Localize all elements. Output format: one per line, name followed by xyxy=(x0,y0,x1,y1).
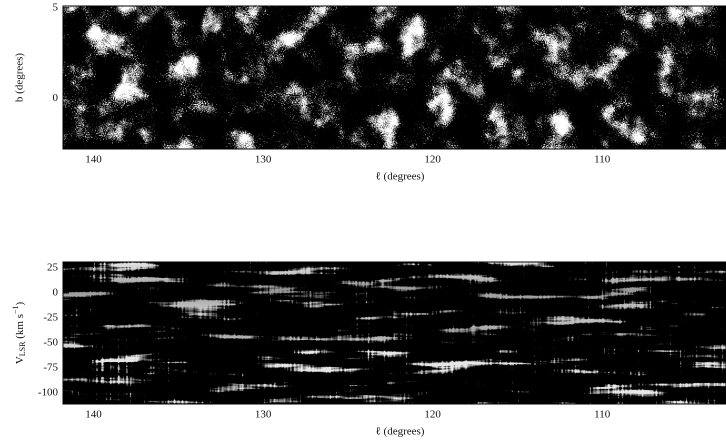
y-axis-label: b (degrees) xyxy=(14,53,26,103)
panel: 140 130 120 110 25 0 -25 -50 -75 -100 ℓ (degrees) V… xyxy=(11,261,726,438)
y-tick-label: 0 xyxy=(53,287,59,299)
x-tick-label: 120 xyxy=(424,154,441,166)
y-axis-label: VLSR (km s−1) xyxy=(11,302,27,365)
map-image xyxy=(63,6,726,149)
panel: 140 130 120 110 0 5 ℓ (degrees) b (degrees) xyxy=(14,1,726,183)
y-axis-label-part: LSR xyxy=(18,341,27,356)
frame xyxy=(62,261,726,405)
y-tick-label: 0 xyxy=(53,92,59,104)
x-axis-label: ℓ (degrees) xyxy=(376,171,425,183)
x-tick-label: 130 xyxy=(255,154,272,166)
y-tick-label: -100 xyxy=(38,387,59,399)
x-tick-label: 140 xyxy=(85,409,102,421)
y-tick-label: -50 xyxy=(43,337,58,349)
x-tick-label: 140 xyxy=(85,154,102,166)
x-axis-label: ℓ (degrees) xyxy=(376,426,425,438)
x-tick-label: 110 xyxy=(594,409,611,421)
y-tick-label: 25 xyxy=(47,262,59,274)
y-axis-label-part: −1 xyxy=(11,306,20,315)
y-tick-label: -75 xyxy=(43,362,58,374)
x-tick-label: 120 xyxy=(424,409,441,421)
y-axis-label-part: V xyxy=(14,356,26,364)
x-tick-label: 110 xyxy=(594,154,611,166)
x-tick-label: 130 xyxy=(255,409,272,421)
map-image xyxy=(63,262,726,404)
y-axis-label-part: ) xyxy=(14,302,26,306)
frame xyxy=(62,5,726,150)
y-tick-label: -25 xyxy=(43,312,58,324)
y-tick-label: 5 xyxy=(53,1,59,13)
y-axis-label-part: (km s xyxy=(14,314,26,342)
